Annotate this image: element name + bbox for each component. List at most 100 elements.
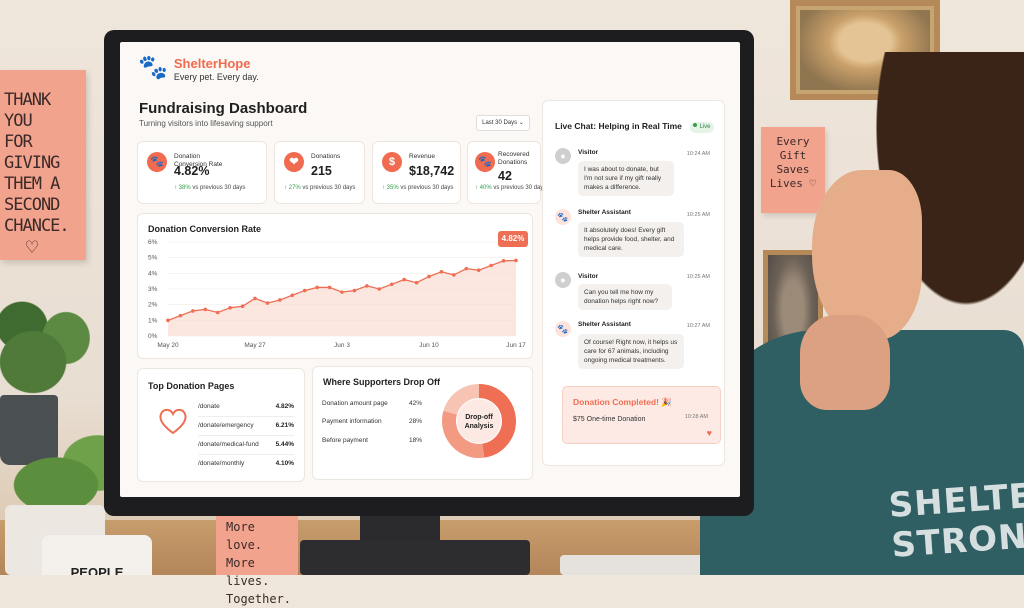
- dollar-icon: $: [382, 152, 402, 172]
- data-point: [501, 259, 506, 263]
- page-path: /donate: [198, 403, 220, 410]
- desk-note-line: Together.: [226, 592, 292, 606]
- page-row[interactable]: /donate/emergency 6.21%: [198, 422, 294, 429]
- kpi-change: ↑ 40% vs previous 30 days: [475, 185, 546, 191]
- y-tick-label: 0%: [148, 333, 158, 340]
- kpi-change: ↑ 38% vs previous 30 days: [174, 185, 245, 191]
- person-hand: [800, 315, 890, 410]
- data-point: [215, 310, 220, 315]
- data-point: [240, 304, 245, 309]
- data-point: [514, 258, 518, 263]
- dashboard-screen: 🐾 ShelterHope Every pet. Every day. Fund…: [120, 42, 740, 497]
- chevron-down-icon: ⌄: [518, 120, 524, 126]
- date-range-select[interactable]: Last 30 Days ⌄: [476, 115, 530, 131]
- kpi-change-period: vs previous 30 days: [400, 185, 454, 191]
- brand[interactable]: 🐾 ShelterHope Every pet. Every day.: [138, 56, 259, 83]
- side-sticky-note: Every Gift Saves Lives ♡: [761, 127, 825, 213]
- message-sender: Visitor: [578, 273, 599, 280]
- data-point: [265, 301, 270, 305]
- data-point: [340, 290, 344, 294]
- donut-label-line: Drop-off: [465, 414, 493, 421]
- data-point: [439, 269, 444, 274]
- page-row[interactable]: /donate/monthly 4.10%: [198, 460, 294, 467]
- up-arrow-icon: ↑: [284, 185, 287, 191]
- wall-note-line: CHANCE.: [4, 216, 70, 236]
- mug-text: PEOPLE: [70, 565, 124, 575]
- page-row[interactable]: /donate 4.82%: [198, 403, 294, 410]
- kpi-change-period: vs previous 30 days: [493, 185, 547, 191]
- data-point: [414, 280, 419, 285]
- dropoff-value: 42%: [408, 400, 422, 407]
- kpi-card-revenue[interactable]: $ Revenue $18,742 ↑ 35% vs previous 30 d…: [372, 141, 461, 204]
- kpi-value: 42: [498, 169, 512, 183]
- desk-note-line: More lives.: [226, 556, 270, 588]
- dropoff-donut-chart: [442, 384, 516, 458]
- up-arrow-icon: ↑: [174, 185, 177, 191]
- heart-icon: ♡: [809, 177, 817, 190]
- monitor-base: [300, 540, 530, 575]
- page-title: Fundraising Dashboard: [139, 100, 308, 117]
- message-sender: Shelter Assistant: [578, 321, 631, 328]
- visitor-avatar-icon: ●: [555, 148, 571, 164]
- dropoff-value: 28%: [408, 418, 422, 425]
- side-note-line: Gift: [779, 149, 807, 162]
- dropoff-row[interactable]: Donation amount page 42%: [322, 400, 422, 407]
- assistant-paw-avatar-icon: 🐾: [555, 321, 571, 337]
- kpi-change-value: 38%: [178, 185, 191, 191]
- kpi-change-value: 27%: [288, 185, 301, 191]
- conversion-chart-panel: Donation Conversion Rate 0% 1% 2% 3% 4% 5% 6% M…: [137, 213, 533, 359]
- completed-title: Donation Completed! 🎉: [573, 397, 672, 407]
- message-sender: Shelter Assistant: [578, 209, 631, 216]
- wall-sticky-note: THANK YOU FOR GIVING THEM A SECOND CHANC…: [0, 70, 86, 260]
- kpi-change: ↑ 27% vs previous 30 days: [284, 185, 355, 191]
- wall-note-line: THANK: [4, 90, 51, 110]
- kpi-card-recovered-donations[interactable]: 🐾 Recovered Donations 42 ↑ 40% vs previo…: [467, 141, 546, 204]
- x-tick-label: May 20: [157, 342, 179, 349]
- data-point: [191, 309, 195, 313]
- message-time: 10:27 AM: [686, 323, 710, 329]
- kpi-card-conversion-rate[interactable]: 🐾 Donation Conversion Rate 4.82% ↑ 38% v…: [137, 141, 267, 204]
- donut-slice: [443, 384, 480, 415]
- kpi-label: Recovered Donations: [498, 151, 530, 166]
- kpi-card-donations[interactable]: ❤ Donations 215 ↑ 27% vs previous 30 day…: [274, 141, 365, 204]
- data-point: [427, 274, 431, 279]
- data-point: [352, 288, 357, 293]
- plant: [0, 290, 110, 410]
- assistant-paw-avatar-icon: 🐾: [555, 209, 571, 225]
- kpi-value: 215: [311, 164, 332, 178]
- message-time: 10:25 AM: [686, 212, 710, 218]
- page-path: /donate/emergency: [198, 422, 254, 429]
- page-path: /donate/monthly: [198, 460, 245, 467]
- chat-message-bubble: I was about to donate, but I'm not sure …: [578, 161, 674, 196]
- kpi-label: Revenue: [409, 153, 436, 160]
- person-face: [812, 170, 922, 340]
- data-point: [452, 273, 456, 277]
- dropoff-row[interactable]: Payment information 28%: [322, 418, 422, 425]
- up-arrow-icon: ↑: [475, 185, 478, 191]
- heart-icon: ♥: [706, 428, 712, 438]
- y-tick-label: 1%: [148, 317, 158, 324]
- heart-icon: ♡: [26, 235, 38, 259]
- chat-message-bubble: Can you tell me how my donation helps ri…: [578, 284, 672, 310]
- keyboard: [560, 555, 720, 575]
- donation-completed-card[interactable]: Donation Completed! 🎉 $75 One-time Donat…: [562, 386, 721, 444]
- shirt-print: SHELTER STRONG: [887, 474, 1024, 566]
- kpi-change-value: 35%: [386, 185, 399, 191]
- page-row[interactable]: /donate/medical-fund 5.44%: [198, 441, 294, 448]
- chat-title: Live Chat: Helping in Real Time: [555, 121, 682, 131]
- paw-icon: 🐾: [475, 152, 495, 172]
- donut-center: [457, 399, 501, 443]
- live-status-badge: Live: [690, 122, 714, 133]
- top-pages-title: Top Donation Pages: [148, 381, 235, 391]
- kpi-change-period: vs previous 30 days: [192, 185, 246, 191]
- paw-icon: 🐾: [147, 152, 167, 172]
- y-tick-label: 6%: [148, 239, 158, 246]
- y-tick-label: 4%: [148, 270, 158, 277]
- donut-slice: [478, 384, 516, 458]
- data-point: [178, 313, 183, 318]
- data-point: [402, 277, 406, 282]
- date-range-value: Last 30 Days: [482, 120, 518, 126]
- dropoff-row[interactable]: Before payment 18%: [322, 437, 422, 444]
- side-note-line: Saves: [776, 163, 810, 176]
- desk-note-line: More love.: [226, 520, 263, 552]
